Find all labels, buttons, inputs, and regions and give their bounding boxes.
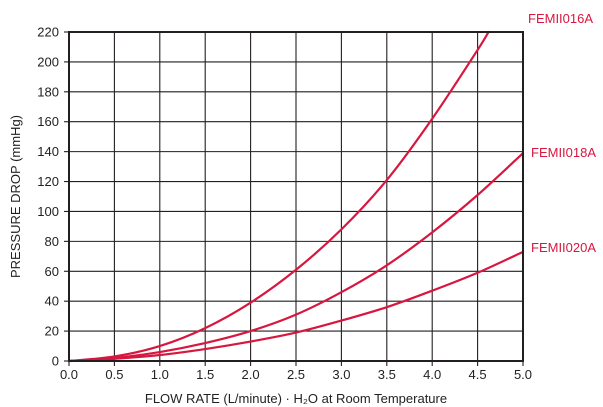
series-line-femii016a (67, 30, 490, 363)
series-label-femii020a: FEMII020A (531, 240, 596, 255)
y-tick-label: 0 (52, 354, 59, 369)
series-labels: FEMII016A FEMII018A FEMII020A (528, 11, 596, 255)
x-tick-label: 0.5 (105, 367, 123, 382)
x-tick-label: 1.0 (151, 367, 169, 382)
y-tick-label: 220 (37, 25, 59, 40)
y-tick-label: 180 (37, 84, 59, 99)
y-tick-label: 120 (37, 174, 59, 189)
y-tick-label: 100 (37, 204, 59, 219)
x-tick-label: 2.0 (242, 367, 260, 382)
y-tick-label: 20 (45, 324, 59, 339)
chart-curves (67, 30, 525, 363)
series-line-femii018a (67, 152, 525, 363)
x-tick-label: 3.5 (378, 367, 396, 382)
series-label-femii018a: FEMII018A (531, 145, 596, 160)
x-tick-label: 5.0 (514, 367, 532, 382)
y-tick-label: 160 (37, 114, 59, 129)
y-tick-label: 200 (37, 54, 59, 69)
series-label-femii016a: FEMII016A (528, 11, 593, 26)
x-tick-label: 1.5 (196, 367, 214, 382)
series-line-femii020a (67, 250, 525, 363)
y-axis-label: PRESSURE DROP (mmHg) (8, 115, 23, 278)
x-axis-ticks: 0.0 0.5 1.0 1.5 2.0 2.5 3.0 3.5 4.0 4.5 5.0 (60, 361, 532, 382)
x-tick-label: 3.0 (332, 367, 350, 382)
y-tick-label: 80 (45, 234, 59, 249)
x-tick-label: 2.5 (287, 367, 305, 382)
y-tick-label: 40 (45, 294, 59, 309)
y-tick-label: 60 (45, 264, 59, 279)
x-tick-label: 4.5 (469, 367, 487, 382)
chart-grid (68, 31, 524, 362)
y-axis-ticks: 0 20 40 60 80 100 120 140 160 180 200 220 (37, 25, 69, 369)
x-tick-label: 0.0 (60, 367, 78, 382)
x-axis-label: FLOW RATE (L/minute) · H₂O at Room Tempe… (145, 391, 447, 406)
y-tick-label: 140 (37, 144, 59, 159)
x-tick-label: 4.0 (423, 367, 441, 382)
